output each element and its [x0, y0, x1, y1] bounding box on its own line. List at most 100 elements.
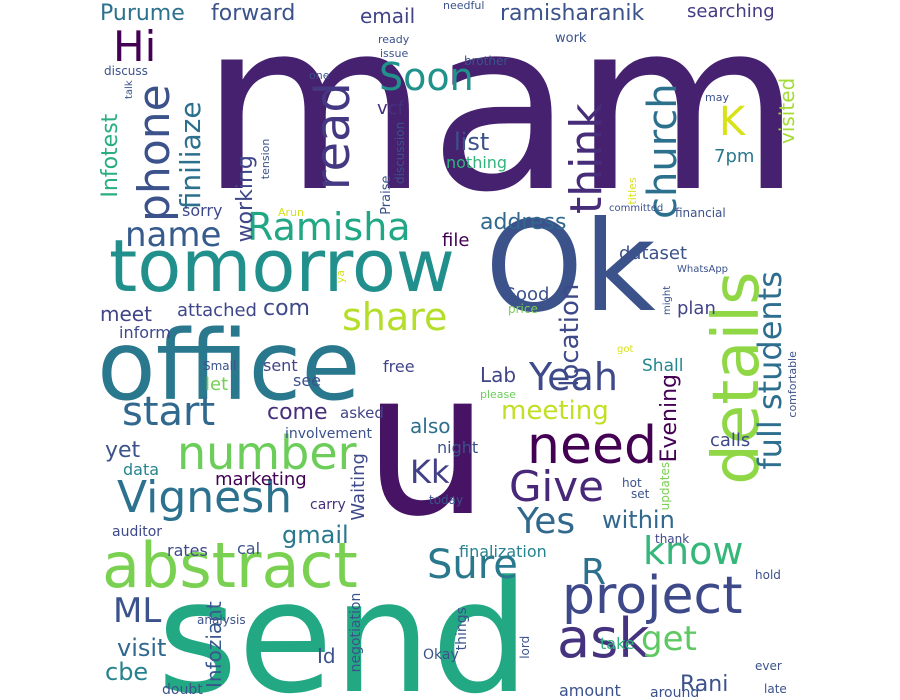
word-ml: ML — [113, 591, 162, 631]
word-ever: ever — [755, 659, 782, 673]
word-share: share — [342, 295, 448, 339]
word-ready: ready — [378, 33, 410, 46]
word-arun: Arun — [278, 206, 304, 219]
word-thank: thank — [655, 532, 690, 546]
word-tension: tension — [259, 138, 272, 180]
word-lord: lord — [518, 635, 532, 659]
word-also: also — [410, 414, 451, 438]
word-discussion: discussion — [393, 121, 407, 184]
word-sorry: sorry — [182, 201, 223, 220]
word-within: within — [602, 506, 675, 534]
word-good: Good — [502, 284, 550, 305]
word-send: send — [157, 547, 530, 700]
word-k: K — [719, 99, 746, 145]
word-number: number — [177, 426, 357, 480]
word-sure: Sure — [427, 542, 518, 588]
word-id: Id — [317, 644, 336, 668]
word-waiting: Waiting — [348, 453, 369, 521]
word-okay: Okay — [423, 647, 459, 663]
word-dataset: dataset — [619, 243, 688, 264]
word-yes: Yes — [517, 501, 576, 542]
word-got: got — [617, 344, 634, 355]
word-abstract: abstract — [102, 529, 358, 602]
word-work: work — [555, 31, 587, 46]
word-start: start — [122, 389, 216, 435]
word-data: data — [123, 460, 160, 479]
word-evening: Evening — [657, 373, 682, 463]
word-cal: cal — [237, 539, 261, 558]
word-involvement: involvement — [285, 426, 373, 442]
word-inform: inform — [119, 323, 171, 342]
word-needful: needful — [443, 0, 485, 12]
word-purume: Purume — [100, 1, 185, 26]
word-titles: titles — [626, 177, 639, 205]
word-discuss: discuss — [104, 64, 148, 78]
word-marketing: marketing — [215, 469, 307, 490]
word-cloud: mam send Ok office u tomorrow abstract details V… — [97, 0, 803, 700]
word-attached: attached — [177, 300, 257, 321]
word-soon: Soon — [379, 55, 474, 99]
word-searching: searching — [687, 1, 775, 22]
word-brother: brother — [464, 54, 509, 68]
word-rani: Rani — [680, 672, 729, 697]
word-analysis: analysis — [197, 613, 246, 627]
word-meeting: meeting — [501, 396, 609, 426]
word-sent: sent — [263, 356, 298, 375]
word-shall: Shall — [642, 356, 684, 376]
word-phone: phone — [129, 84, 180, 222]
word-financial: financial — [675, 206, 726, 220]
word-night: night — [437, 438, 479, 457]
word-ramisharanik: ramisharanik — [500, 1, 645, 26]
word-talk: talk — [124, 80, 135, 99]
word-know: know — [643, 529, 744, 573]
word-ramisha: Ramisha — [247, 205, 411, 249]
word-meet: meet — [100, 302, 152, 326]
word-working: working — [233, 155, 258, 243]
word-plan: plan — [677, 298, 716, 319]
word-please: please — [480, 388, 517, 401]
word-lab: Lab — [480, 363, 517, 387]
word-price: price — [508, 302, 538, 316]
word-ask: ask — [557, 607, 650, 670]
word-list: list — [454, 128, 490, 156]
word-one: one — [309, 69, 330, 82]
word-things: things — [454, 607, 470, 651]
word-ok: Ok — [485, 195, 656, 340]
word-yet: yet — [105, 438, 141, 463]
word-visited: visited — [775, 77, 799, 144]
word-kk: Kk — [410, 453, 450, 491]
word-set: set — [631, 487, 650, 501]
word-r: R — [581, 552, 607, 593]
word-negotiation: negotiation — [348, 592, 364, 673]
word-let: let — [205, 374, 229, 395]
word-church: church — [640, 83, 686, 219]
word-get: get — [641, 619, 697, 659]
word-u: u — [363, 328, 490, 561]
word-com: com — [263, 296, 310, 321]
word-gmail: gmail — [282, 521, 349, 549]
word-cbe: cbe — [105, 658, 149, 686]
word-carry: carry — [310, 497, 346, 513]
word-whatsapp: WhatsApp — [677, 264, 729, 275]
word-might: might — [662, 285, 673, 315]
word-location: location — [555, 283, 585, 387]
word-hot: hot — [622, 476, 642, 490]
word-issue: issue — [380, 47, 409, 60]
word-office: office — [97, 310, 361, 422]
word-auditor: auditor — [112, 524, 163, 540]
word-ya: ya — [334, 269, 347, 284]
word-amount: amount — [559, 681, 621, 700]
word-forward: forward — [211, 1, 296, 26]
word-vignesh: Vignesh — [117, 472, 293, 523]
word-full-students: full students — [751, 271, 789, 470]
word-finiliaze: finiliaze — [174, 101, 207, 210]
word-today: today — [429, 493, 464, 507]
word-finalization: finalization — [459, 542, 547, 561]
word-praise: Praise — [379, 175, 394, 215]
word-small: Small — [203, 359, 237, 373]
word-need: need — [527, 416, 657, 476]
word-file: file — [442, 230, 470, 251]
word-around: around — [650, 685, 700, 700]
word-may: may — [705, 91, 729, 104]
word-think: think — [561, 103, 612, 214]
